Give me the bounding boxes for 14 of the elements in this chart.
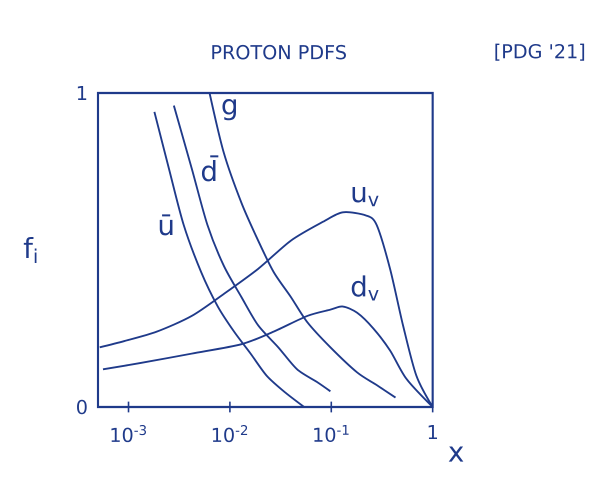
x-tick-label: 10$^{-2}$	[212, 425, 248, 442]
series-label: ū	[160, 214, 172, 236]
x-tick-label: 1	[428, 425, 437, 440]
series-label: g	[222, 99, 236, 120]
series-label: d$_{v}$	[352, 275, 379, 300]
x-tick-label: 10$^{-3}$	[111, 425, 146, 442]
x-axis-title: x	[448, 446, 464, 462]
series-label: d̄	[202, 155, 218, 182]
y-tick-label: 0	[77, 400, 87, 414]
x-tick-label: 10$^{-1}$	[314, 425, 349, 442]
chart-title: PROTON PDFS	[212, 44, 346, 60]
text: [PDG '21]	[495, 44, 584, 61]
series-label: u$_{v}$	[352, 186, 379, 206]
y-axis-title: f$_{i}$	[24, 236, 36, 264]
